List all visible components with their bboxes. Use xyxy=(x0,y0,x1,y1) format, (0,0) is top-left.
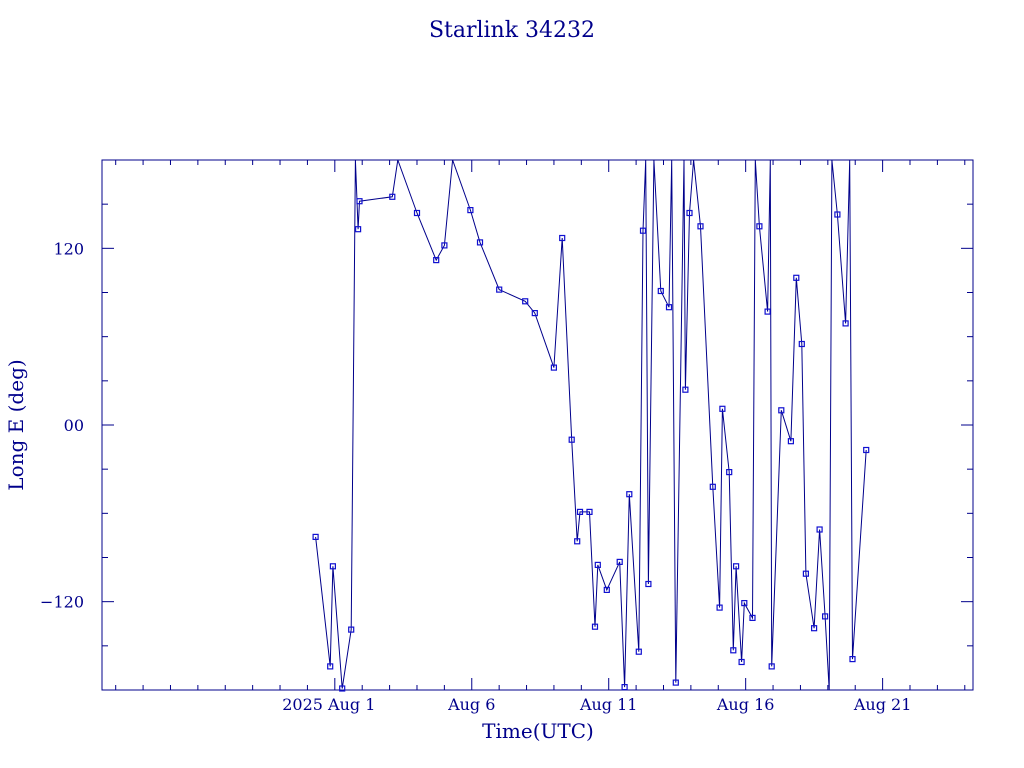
data-point xyxy=(550,364,558,371)
y-axis-label: Long E (deg) xyxy=(4,359,28,490)
series-line xyxy=(315,160,867,690)
data-point xyxy=(709,483,716,490)
data-point xyxy=(568,436,575,443)
data-point xyxy=(657,287,664,295)
x-tick-label: 2025 Aug 1 xyxy=(282,695,375,714)
data-point xyxy=(559,234,566,242)
x-tick-label: Aug 6 xyxy=(447,695,495,714)
data-point xyxy=(389,193,396,200)
axis-ticks xyxy=(102,160,973,690)
data-point xyxy=(621,683,628,691)
data-point xyxy=(682,386,689,393)
data-point xyxy=(327,663,334,670)
data-point xyxy=(768,663,775,670)
x-axis-label: Time(UTC) xyxy=(482,719,594,743)
data-point xyxy=(626,491,633,498)
data-point xyxy=(433,257,440,264)
data-point xyxy=(329,563,336,570)
data-point xyxy=(339,685,346,692)
data-point xyxy=(591,623,599,630)
data-point xyxy=(741,599,748,607)
data-point xyxy=(764,308,771,315)
data-point xyxy=(738,658,745,666)
data-point xyxy=(686,209,693,217)
y-tick-label: −120 xyxy=(40,593,84,612)
data-point xyxy=(586,508,593,515)
data-point xyxy=(522,298,529,305)
data-point xyxy=(355,226,362,233)
data-point xyxy=(665,304,673,311)
data-point xyxy=(645,580,652,588)
data-point xyxy=(842,320,849,327)
data-point xyxy=(802,570,810,577)
data-point xyxy=(756,223,763,230)
data-point xyxy=(496,286,503,293)
data-point xyxy=(441,242,448,249)
data-point xyxy=(413,209,421,217)
x-tick-label: Aug 21 xyxy=(853,695,912,714)
data-point xyxy=(576,508,584,515)
x-tick-label: Aug 11 xyxy=(579,695,638,714)
data-point xyxy=(639,227,647,234)
data-point xyxy=(531,310,538,317)
y-tick-label: 120 xyxy=(53,239,84,258)
data-point xyxy=(635,648,642,655)
data-point xyxy=(821,613,829,620)
data-point xyxy=(476,239,484,246)
axis-tick-labels: 2025 Aug 1 Aug 6 Aug 11 Aug 16 Aug 21 120 00 −1… xyxy=(40,239,911,714)
data-point xyxy=(749,614,756,622)
data-point xyxy=(787,438,795,445)
data-point xyxy=(616,558,623,566)
data-point xyxy=(719,405,726,412)
data-point xyxy=(348,626,355,633)
data-point xyxy=(574,538,581,545)
data-point xyxy=(594,561,601,569)
data-point xyxy=(697,223,704,230)
data-point xyxy=(863,446,870,454)
data-point xyxy=(849,655,856,663)
data-point xyxy=(793,274,800,281)
data-point xyxy=(816,526,823,533)
data-point xyxy=(603,586,610,594)
data-point xyxy=(312,533,319,541)
plot-frame xyxy=(101,159,974,691)
data-series xyxy=(312,160,870,692)
data-point xyxy=(672,679,679,686)
data-point xyxy=(810,625,818,632)
y-tick-label: 00 xyxy=(64,416,84,435)
data-point xyxy=(798,340,805,348)
x-tick-label: Aug 16 xyxy=(716,695,775,714)
data-point xyxy=(834,211,841,218)
data-point xyxy=(726,469,733,476)
data-point xyxy=(732,563,740,570)
data-point xyxy=(778,407,785,414)
data-point xyxy=(730,647,737,654)
chart-title: Starlink 34232 xyxy=(429,18,595,43)
data-point xyxy=(356,198,363,205)
data-point xyxy=(467,207,474,214)
data-point xyxy=(716,604,723,611)
